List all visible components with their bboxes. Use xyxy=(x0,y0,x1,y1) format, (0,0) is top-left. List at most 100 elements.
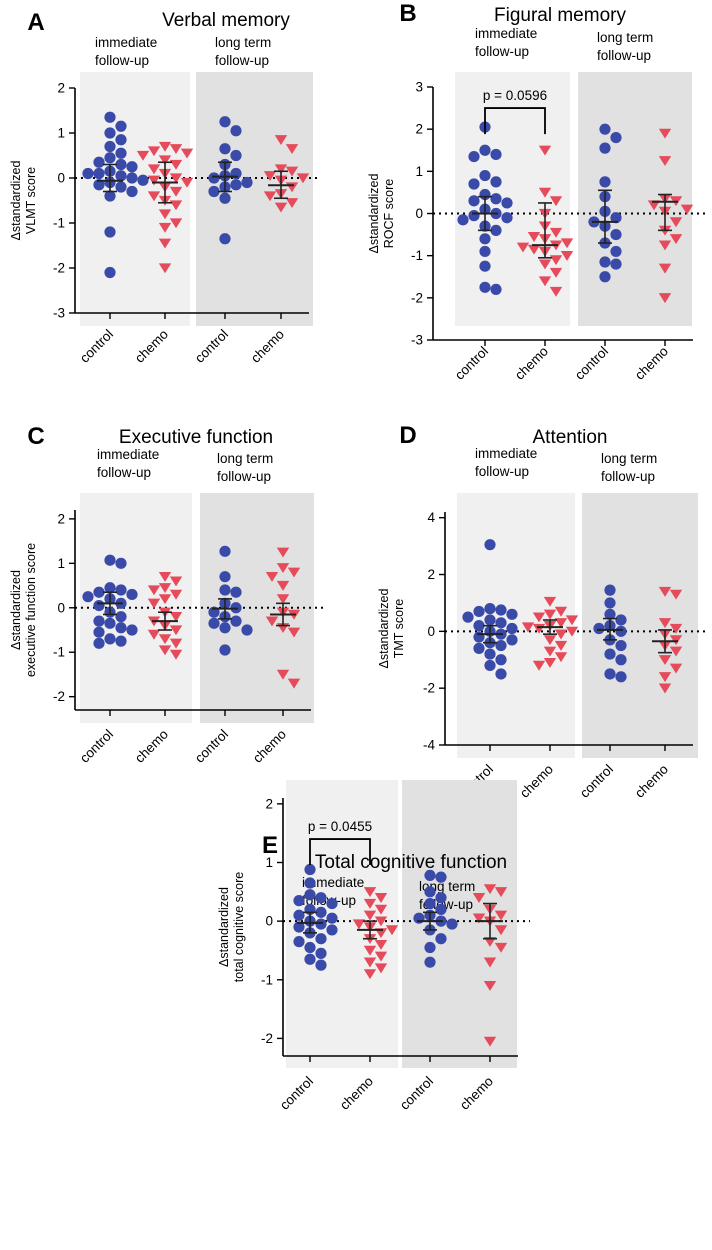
data-point-triangle xyxy=(287,567,301,578)
data-point-circle xyxy=(126,588,138,601)
data-point-triangle xyxy=(265,572,279,582)
y-axis-label: ΔstandardizedROCF score xyxy=(367,173,396,253)
data-point-circle xyxy=(479,260,491,272)
group-label-line: follow-up xyxy=(475,44,529,59)
panel-title: Executive function xyxy=(119,427,273,448)
data-point-circle xyxy=(424,956,436,968)
data-point-circle xyxy=(104,111,116,123)
data-point-triangle xyxy=(669,663,683,674)
data-point-triangle xyxy=(363,969,377,980)
y-axis-label-line: TMT score xyxy=(392,599,406,659)
long-term-follow-up-background xyxy=(402,780,517,1068)
series-3 xyxy=(652,586,683,694)
data-point-triangle xyxy=(374,916,388,927)
y-tick-label: 4 xyxy=(427,510,435,525)
group-label-immediate: immediate follow-up xyxy=(475,446,537,479)
data-point-triangle xyxy=(549,255,563,266)
data-point-circle xyxy=(473,631,485,643)
series-2 xyxy=(588,123,622,283)
panel-letter: B xyxy=(399,0,416,27)
group-label-immediate: immediate follow-up xyxy=(97,447,159,480)
data-point-circle xyxy=(137,174,149,186)
data-point-circle xyxy=(93,637,105,649)
data-point-triangle xyxy=(180,177,194,188)
data-point-triangle xyxy=(565,626,579,637)
data-point-circle xyxy=(468,195,480,207)
data-point-triangle xyxy=(363,910,377,921)
data-point-triangle xyxy=(147,146,161,157)
data-point-circle xyxy=(104,633,116,645)
data-point-circle xyxy=(484,539,496,551)
data-point-circle xyxy=(219,116,231,128)
data-point-triangle xyxy=(169,638,183,649)
y-tick-label: -1 xyxy=(53,216,65,231)
group-label-immediate: immediate follow-up xyxy=(95,35,157,68)
y-tick-label: -1 xyxy=(53,645,65,660)
data-point-circle xyxy=(495,668,507,680)
data-point-circle xyxy=(446,918,458,930)
data-point-circle xyxy=(104,190,116,202)
data-point-circle xyxy=(490,148,502,161)
data-point-circle xyxy=(230,586,242,598)
series-3 xyxy=(647,128,694,304)
data-point-circle xyxy=(479,281,491,293)
y-axis-label: ΔstandardizedVLMT score xyxy=(9,160,38,240)
group-label-line: follow-up xyxy=(475,464,529,479)
data-point-triangle xyxy=(274,135,288,146)
data-point-circle xyxy=(490,193,502,205)
y-tick-label: -3 xyxy=(411,333,423,348)
data-point-circle xyxy=(219,192,231,204)
group-label-long-term: long term follow-up xyxy=(597,30,653,63)
y-tick-label: 2 xyxy=(415,122,423,137)
data-point-circle xyxy=(104,226,116,238)
data-point-circle xyxy=(115,120,127,132)
data-point-circle xyxy=(435,892,447,904)
data-point-circle xyxy=(315,892,327,904)
y-tick-label: 0 xyxy=(57,600,65,615)
x-tick-label: chemo xyxy=(337,1074,376,1113)
x-tick-label: chemo xyxy=(457,1074,496,1113)
data-point-triangle xyxy=(169,144,183,155)
data-point-circle xyxy=(424,869,436,882)
series-3 xyxy=(472,884,508,1047)
y-tick-label: 1 xyxy=(57,556,65,571)
group-label-line: immediate xyxy=(302,875,364,890)
data-point-circle xyxy=(93,599,105,612)
data-point-triangle xyxy=(374,904,388,915)
data-point-circle xyxy=(435,933,447,945)
data-point-circle xyxy=(484,603,496,615)
data-point-circle xyxy=(615,671,627,683)
data-point-circle xyxy=(495,604,507,616)
data-point-triangle xyxy=(494,887,508,898)
data-point-triangle xyxy=(147,175,161,186)
data-point-triangle xyxy=(285,198,299,209)
series-0 xyxy=(462,539,518,680)
data-point-circle xyxy=(304,863,316,876)
data-point-triangle xyxy=(658,263,672,274)
data-point-triangle xyxy=(669,589,683,600)
data-point-circle xyxy=(104,617,116,629)
data-point-circle xyxy=(326,924,338,936)
data-point-triangle xyxy=(180,148,194,159)
series-0 xyxy=(82,111,149,279)
data-point-circle xyxy=(610,228,622,241)
data-point-circle xyxy=(126,172,138,184)
data-point-triangle xyxy=(658,655,672,666)
data-point-circle xyxy=(115,181,127,193)
data-point-circle xyxy=(304,941,316,954)
y-tick-label: -1 xyxy=(261,972,273,987)
x-tick-label: control xyxy=(397,1074,436,1113)
y-tick-label: -4 xyxy=(423,738,435,753)
data-point-circle xyxy=(293,936,305,948)
data-point-triangle xyxy=(274,164,288,175)
data-point-triangle xyxy=(276,563,290,574)
data-point-triangle xyxy=(169,625,183,636)
data-point-circle xyxy=(615,625,627,637)
group-label-line: long term xyxy=(601,451,657,466)
panel-letter: C xyxy=(27,423,44,450)
data-point-circle xyxy=(473,620,485,632)
data-point-triangle xyxy=(549,227,563,238)
group-label-line: immediate xyxy=(97,447,159,462)
data-point-triangle xyxy=(543,596,557,607)
y-axis-label: Δstandardizedexecutive function score xyxy=(9,543,38,677)
